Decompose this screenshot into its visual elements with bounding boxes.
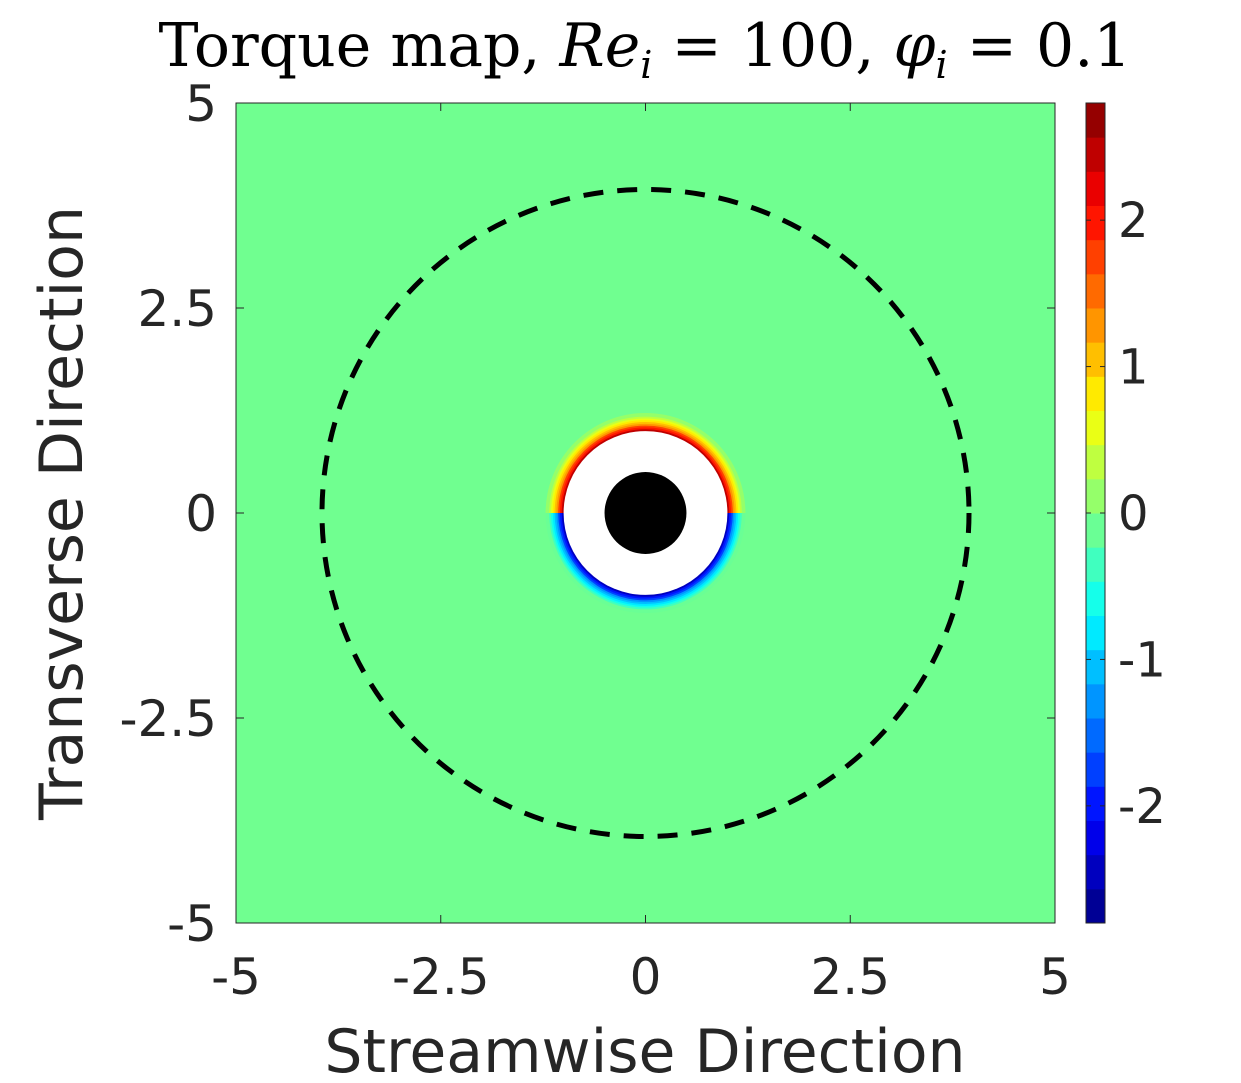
y-tick-label: 5 xyxy=(185,75,217,133)
colorbar-level xyxy=(1086,137,1105,172)
colorbar-level xyxy=(1086,478,1105,514)
y-axis-ticks: -5 -2.5 0 2.5 5 xyxy=(119,75,1055,953)
title-re-value: = 100, xyxy=(652,11,893,81)
colorbar-level xyxy=(1086,273,1105,309)
y-tick-label: 2.5 xyxy=(137,280,217,338)
y-tick-label: -2.5 xyxy=(119,690,217,748)
y-tick-label: -5 xyxy=(167,895,217,953)
title-phi-value: = 0.1 xyxy=(948,11,1132,81)
colorbar-tick-label: 0 xyxy=(1118,486,1149,542)
colorbar-level xyxy=(1086,649,1105,685)
colorbar-level xyxy=(1086,513,1105,548)
y-axis-label: Transverse Direction xyxy=(27,206,97,821)
colorbar-level xyxy=(1086,342,1105,377)
particle-disk xyxy=(604,472,687,554)
colorbar-level xyxy=(1086,615,1105,651)
colorbar-ticks: -2 -1 0 1 2 xyxy=(1086,193,1166,835)
title-re-symbol: Re xyxy=(559,11,641,81)
colorbar-tick-label: 1 xyxy=(1118,340,1149,396)
x-axis-ticks: -5 -2.5 0 2.5 5 xyxy=(211,103,1071,1006)
plot-area xyxy=(236,103,1055,923)
dashed-circle xyxy=(319,186,972,840)
title-phi-subscript: i xyxy=(935,43,947,87)
colorbar-level xyxy=(1086,171,1105,206)
colorbar-tick-label: 2 xyxy=(1118,193,1149,249)
x-tick-label: -5 xyxy=(211,948,261,1006)
colorbar-level xyxy=(1086,205,1105,241)
x-tick-label: 2.5 xyxy=(810,948,890,1006)
colorbar-level xyxy=(1086,376,1105,411)
title-phi-symbol: φ xyxy=(893,11,935,81)
chart-title: Torque map, Rei = 100, φi = 0.1 xyxy=(159,11,1132,87)
colorbar-level xyxy=(1086,103,1105,138)
colorbar-level xyxy=(1086,786,1105,821)
colorbar-tick-label: -1 xyxy=(1118,632,1166,688)
colorbar-level xyxy=(1086,581,1105,616)
colorbar-level xyxy=(1086,308,1105,343)
colorbar-level xyxy=(1086,820,1105,856)
x-tick-label: 5 xyxy=(1039,948,1071,1006)
y-tick-label: 0 xyxy=(185,485,217,543)
x-tick-label: -2.5 xyxy=(392,948,490,1006)
colorbar-level xyxy=(1086,547,1105,582)
title-prefix: Torque map, xyxy=(159,11,560,81)
x-axis-label: Streamwise Direction xyxy=(324,1017,965,1083)
colorbar-level xyxy=(1086,683,1105,719)
title-re-subscript: i xyxy=(640,43,652,87)
colorbar-level xyxy=(1086,718,1105,753)
colorbar-level xyxy=(1086,444,1105,480)
colorbar-level xyxy=(1086,239,1105,275)
colorbar-tick-label: -2 xyxy=(1118,779,1166,835)
x-tick-label: 0 xyxy=(630,948,662,1006)
colorbar-level xyxy=(1086,752,1105,787)
colorbar-level xyxy=(1086,888,1105,924)
colorbar-level xyxy=(1086,410,1105,446)
colorbar xyxy=(1086,103,1105,924)
colorbar-level xyxy=(1086,854,1105,890)
